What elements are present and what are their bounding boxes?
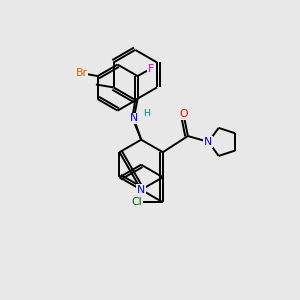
Text: Cl: Cl xyxy=(131,197,142,207)
Text: N: N xyxy=(130,113,138,124)
Text: F: F xyxy=(148,64,154,74)
Text: H: H xyxy=(143,109,150,118)
Text: O: O xyxy=(179,109,188,119)
Text: Br: Br xyxy=(76,68,88,78)
Text: N: N xyxy=(204,137,213,147)
Text: N: N xyxy=(137,185,145,195)
